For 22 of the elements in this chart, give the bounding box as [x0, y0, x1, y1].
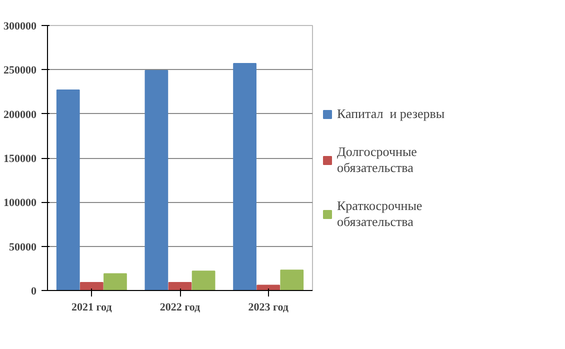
legend-label: Капитал и резервы: [337, 106, 445, 122]
x-tick-label: 2021 год: [72, 302, 112, 314]
bar: [256, 284, 280, 290]
y-tick-label: 50000: [9, 241, 37, 254]
bar: [233, 62, 256, 290]
y-tick-label: 0: [31, 286, 37, 298]
bar: [80, 282, 104, 290]
bar: [144, 70, 168, 290]
y-tick-label: 300000: [4, 20, 37, 32]
y-tick-label: 150000: [4, 153, 37, 165]
legend-label: Краткосрочные обязательства: [337, 198, 422, 230]
bar: [104, 273, 127, 290]
bar: [56, 89, 80, 290]
bar: [168, 282, 192, 290]
bar: [192, 270, 216, 290]
x-tick-label: 2022 год: [160, 302, 201, 314]
legend-label: Долгосрочные обязательства: [337, 144, 417, 176]
y-tick-label: 250000: [4, 64, 37, 77]
y-tick-label: 100000: [4, 197, 37, 210]
y-tick-label: 200000: [4, 108, 37, 121]
x-tick-label: 2023 год: [248, 302, 289, 314]
bar: [280, 270, 304, 290]
